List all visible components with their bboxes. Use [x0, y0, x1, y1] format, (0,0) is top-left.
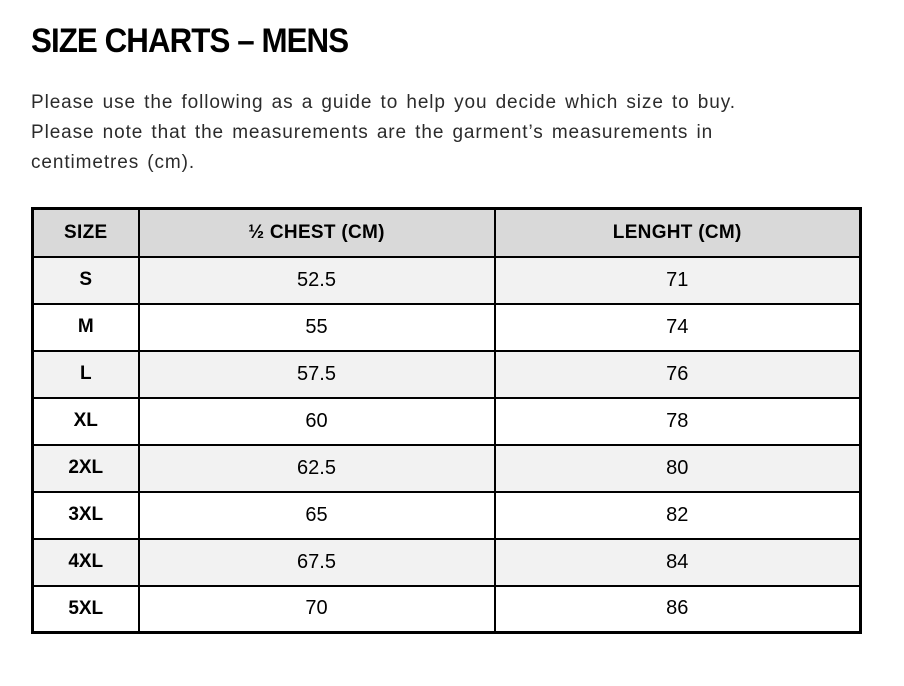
column-header-2: LENGHT (CM) [493, 207, 862, 258]
measurement-cell: 55 [137, 302, 496, 352]
measurement-cell: 71 [493, 255, 862, 305]
measurement-cell: 57.5 [137, 349, 496, 399]
measurement-cell: 82 [493, 490, 862, 540]
table-row-2xl: 2XL 62.5 80 [31, 443, 862, 493]
intro-line-3: centimetres (cm). [31, 152, 196, 173]
size-label-cell: 3XL [31, 490, 140, 540]
table-row-3xl: 3XL 65 82 [31, 490, 862, 540]
measurement-cell: 65 [137, 490, 496, 540]
size-label-cell: 4XL [31, 537, 140, 587]
size-table-header: SIZE ½ CHEST (CM) LENGHT (CM) [31, 207, 862, 258]
table-row-l: L 57.5 76 [31, 349, 862, 399]
table-row-m: M 55 74 [31, 302, 862, 352]
table-row-4xl: 4XL 67.5 84 [31, 537, 862, 587]
measurement-cell: 70 [137, 584, 496, 634]
size-label-cell: L [31, 349, 140, 399]
size-label-cell: 5XL [31, 584, 140, 634]
intro-line-1: Please use the following as a guide to h… [31, 92, 736, 113]
size-label-cell: S [31, 255, 140, 305]
intro-line-2: Please note that the measurements are th… [31, 122, 714, 143]
measurement-cell: 60 [137, 396, 496, 446]
measurement-cell: 52.5 [137, 255, 496, 305]
table-row-xl: XL 60 78 [31, 396, 862, 446]
measurement-cell: 67.5 [137, 537, 496, 587]
table-row-5xl: 5XL 70 86 [31, 584, 862, 634]
size-label-cell: M [31, 302, 140, 352]
measurement-cell: 74 [493, 302, 862, 352]
measurement-cell: 86 [493, 584, 862, 634]
column-header-1: ½ CHEST (CM) [137, 207, 496, 258]
size-table: SIZE ½ CHEST (CM) LENGHT (CM) S 52.5 71 M 55 74… [31, 207, 862, 634]
page-title: SIZE CHARTS – MENS [31, 22, 349, 60]
table-row-s: S 52.5 71 [31, 255, 862, 305]
size-label-cell: 2XL [31, 443, 140, 493]
column-header-0: SIZE [31, 207, 140, 258]
measurement-cell: 78 [493, 396, 862, 446]
size-table-body: S 52.5 71 M 55 74 L 57.5 76 XL 60 78 2XL 62.5 80 3XL 65 8… [31, 255, 862, 634]
measurement-cell: 76 [493, 349, 862, 399]
size-label-cell: XL [31, 396, 140, 446]
intro-paragraph: Please use the following as a guide to h… [31, 88, 904, 178]
measurement-cell: 80 [493, 443, 862, 493]
measurement-cell: 84 [493, 537, 862, 587]
measurement-cell: 62.5 [137, 443, 496, 493]
table-header-row: SIZE ½ CHEST (CM) LENGHT (CM) [31, 207, 862, 258]
